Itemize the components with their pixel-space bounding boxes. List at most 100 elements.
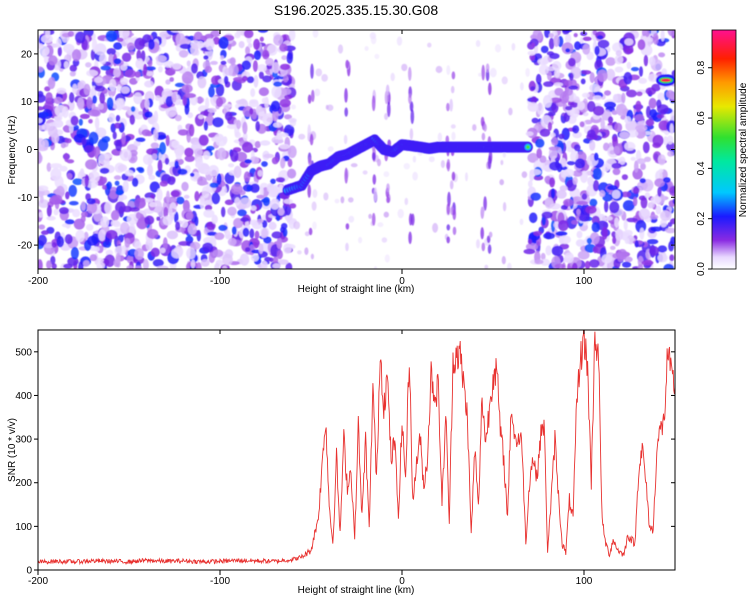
noise-blob — [624, 116, 632, 124]
noise-blob — [611, 162, 622, 169]
noise-blob — [527, 238, 533, 245]
noise-blob — [672, 198, 675, 205]
noise-blob — [561, 30, 573, 33]
noise-blob — [238, 41, 245, 49]
noise-blob — [144, 111, 153, 118]
noise-blob — [326, 104, 334, 111]
streak-blob — [408, 66, 412, 81]
noise-blob — [614, 66, 624, 73]
noise-blob — [638, 77, 648, 84]
noise-blob — [263, 153, 275, 159]
noise-blob — [245, 46, 251, 56]
noise-blob — [78, 261, 84, 269]
noise-blob — [412, 155, 417, 163]
noise-blob — [500, 159, 504, 166]
noise-blob — [537, 58, 549, 66]
noise-blob — [172, 63, 182, 70]
streak-blob — [308, 227, 313, 236]
noise-blob — [569, 72, 574, 81]
noise-blob — [574, 158, 586, 169]
noise-blob — [622, 261, 632, 268]
noise-blob — [271, 156, 279, 165]
spectrogram-y-tick-label: -10 — [18, 193, 33, 204]
noise-blob — [106, 48, 117, 56]
noise-blob — [48, 122, 60, 127]
noise-blob — [637, 39, 646, 51]
noise-blob — [86, 202, 98, 214]
streak-blob — [451, 71, 456, 80]
noise-blob — [240, 217, 250, 222]
streak-blob — [309, 133, 314, 146]
noise-blob — [133, 113, 144, 120]
noise-blob — [187, 112, 194, 119]
noise-blob — [255, 121, 260, 132]
spectrogram-x-label: Height of straight line (km) — [298, 284, 415, 295]
noise-blob — [185, 211, 194, 220]
noise-blob — [134, 248, 144, 260]
noise-blob — [657, 92, 665, 102]
noise-blob — [56, 235, 65, 248]
noise-blob — [224, 199, 234, 206]
noise-blob — [166, 230, 178, 240]
spectrogram-y-tick-label: 10 — [21, 97, 33, 108]
noise-blob — [115, 189, 124, 196]
noise-blob — [64, 219, 75, 225]
noise-blob — [272, 108, 279, 122]
noise-blob — [507, 262, 512, 269]
noise-blob — [142, 154, 154, 165]
noise-blob — [617, 252, 625, 263]
noise-blob — [606, 68, 616, 81]
noise-blob — [312, 221, 317, 230]
noise-blob — [218, 36, 229, 49]
noise-blob — [624, 256, 633, 263]
noise-blob — [215, 97, 224, 108]
noise-blob — [648, 246, 660, 256]
noise-blob — [275, 177, 285, 183]
noise-blob — [254, 141, 261, 149]
noise-blob — [38, 138, 45, 150]
noise-blob — [242, 121, 248, 135]
colorbar-scale — [711, 29, 737, 270]
noise-blob — [117, 37, 124, 42]
noise-blob — [334, 198, 340, 204]
noise-blob — [539, 155, 547, 163]
noise-blob — [194, 191, 200, 202]
noise-blob — [670, 236, 675, 245]
noise-blob — [235, 99, 248, 105]
noise-blob — [142, 259, 149, 269]
noise-blob — [94, 246, 100, 252]
noise-blob — [199, 196, 205, 210]
noise-blob — [159, 142, 167, 155]
noise-blob — [163, 206, 169, 218]
noise-blob — [143, 197, 154, 203]
noise-blob — [520, 82, 524, 91]
noise-blob — [250, 88, 256, 98]
noise-blob — [600, 118, 605, 130]
noise-blob — [281, 79, 292, 86]
noise-blob — [167, 176, 176, 185]
noise-blob — [639, 227, 645, 240]
noise-blob — [153, 110, 159, 123]
noise-blob — [69, 71, 76, 77]
noise-blob — [615, 228, 624, 241]
noise-blob — [48, 55, 58, 66]
noise-blob — [252, 60, 258, 72]
streak-blob — [481, 64, 486, 81]
noise-blob — [611, 231, 617, 238]
noise-blob — [286, 52, 293, 64]
noise-blob — [80, 201, 86, 211]
noise-blob — [257, 30, 269, 33]
noise-blob — [548, 146, 561, 151]
noise-blob — [202, 242, 214, 253]
noise-blob — [530, 86, 536, 91]
noise-blob — [268, 221, 277, 230]
streak-blob — [487, 244, 492, 254]
noise-blob — [144, 98, 150, 110]
noise-blob — [641, 30, 651, 38]
noise-blob — [281, 223, 288, 230]
noise-blob — [635, 100, 642, 113]
noise-blob — [646, 239, 659, 245]
streak-blob — [451, 171, 456, 181]
noise-blob — [120, 77, 129, 85]
noise-blob — [484, 264, 489, 269]
